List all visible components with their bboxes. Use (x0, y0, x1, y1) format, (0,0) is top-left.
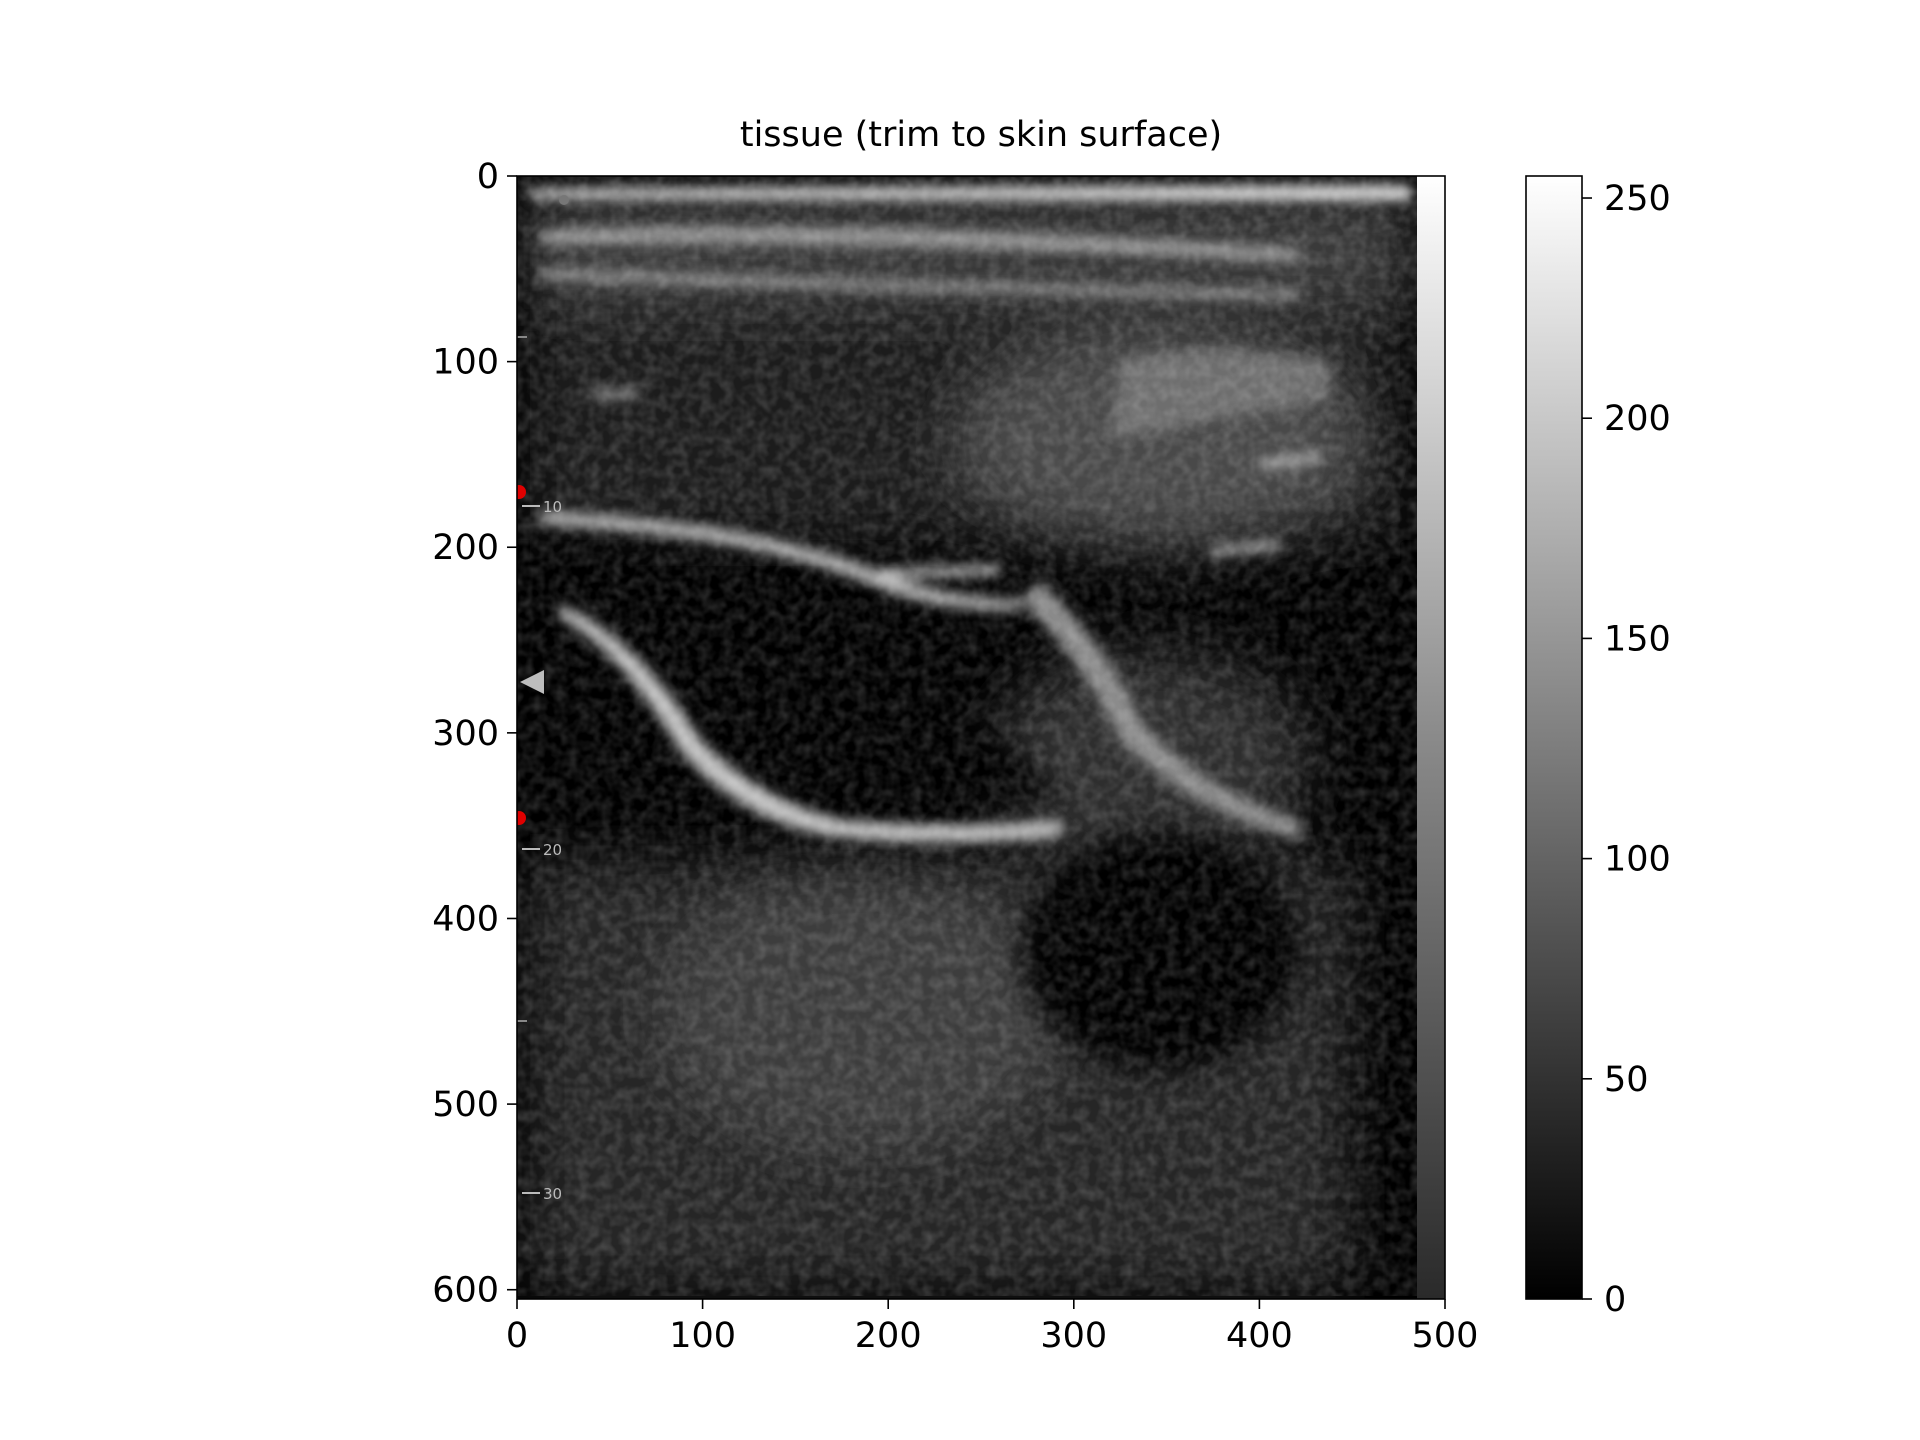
y-tick-label: 200 (432, 528, 499, 568)
colorbar-tick-label: 0 (1604, 1280, 1626, 1320)
colorbar-tick-label: 200 (1604, 399, 1671, 439)
chart-title: tissue (trim to skin surface) (740, 115, 1222, 155)
y-tick-label: 400 (432, 899, 499, 939)
colorbar-tick-label: 50 (1604, 1060, 1649, 1100)
depth-label-20: 20 (543, 841, 562, 859)
colorbar-tick-label: 150 (1604, 619, 1671, 659)
y-axis: 0 100 200 300 400 500 600 (432, 157, 517, 1311)
focus-marker-lower (517, 811, 526, 825)
y-tick-label: 0 (477, 157, 499, 197)
colorbar-tick-label: 250 (1604, 179, 1671, 219)
colorbar (1525, 175, 1583, 1300)
x-tick-label: 500 (1412, 1316, 1479, 1356)
focus-arrow-icon (520, 670, 544, 694)
x-axis: 0 100 200 300 400 500 (506, 1299, 1479, 1356)
colorbar-tick-label: 100 (1604, 840, 1671, 880)
depth-scale: 10 20 30 (517, 195, 569, 1203)
x-tick-label: 200 (855, 1316, 922, 1356)
x-tick-label: 400 (1226, 1316, 1293, 1356)
colorbar-axis: 0 50 100 150 200 250 (1582, 179, 1671, 1320)
depth-label-30: 30 (543, 1185, 562, 1203)
probe-dot (559, 195, 569, 205)
y-tick-label: 600 (432, 1271, 499, 1311)
y-tick-label: 300 (432, 714, 499, 754)
plot-frame (516, 175, 1446, 1300)
x-tick-label: 100 (669, 1316, 736, 1356)
x-tick-label: 300 (1040, 1316, 1107, 1356)
y-tick-label: 100 (432, 343, 499, 383)
x-tick-label: 0 (506, 1316, 528, 1356)
focus-marker-upper (517, 485, 526, 499)
depth-label-10: 10 (543, 498, 562, 516)
heatmap-image: 10 20 30 (517, 176, 1445, 1299)
y-tick-label: 500 (432, 1085, 499, 1125)
